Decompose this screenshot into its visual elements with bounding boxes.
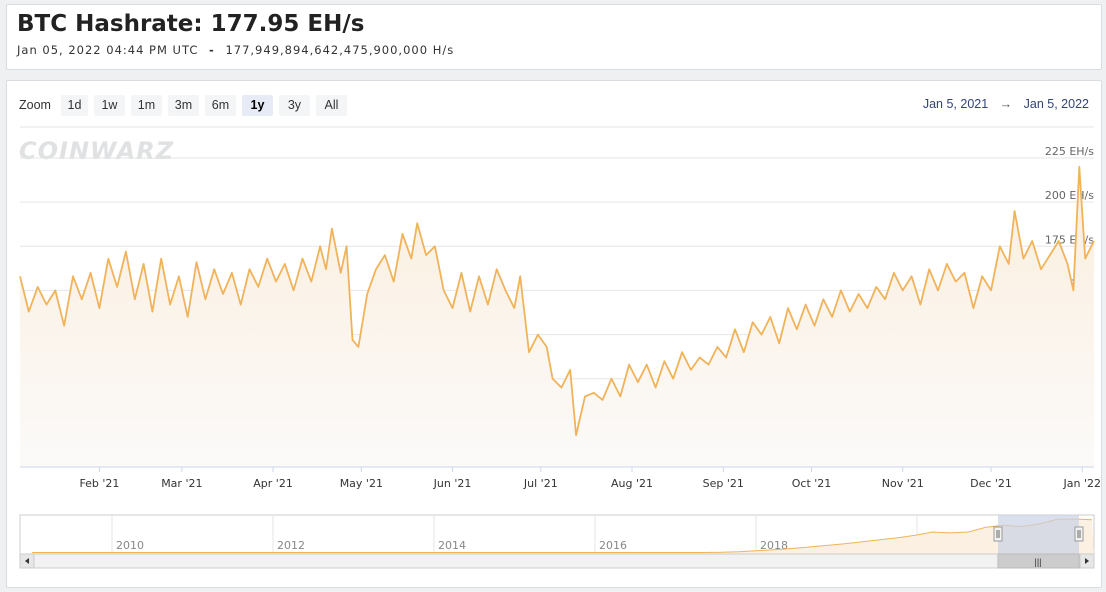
y-tick-label: 225 EH/s xyxy=(1045,145,1094,158)
x-tick-label: Sep '21 xyxy=(703,477,744,490)
chart-canvas: COINWARZ50 EH/s75 EH/s100 EH/s125 EH/s15… xyxy=(19,126,1101,569)
hashrate-area xyxy=(20,166,1094,468)
zoom-button-6m[interactable]: 6m xyxy=(204,94,236,116)
range-from-input[interactable]: Jan 5, 2021 xyxy=(922,97,989,111)
subtitle-separator: - xyxy=(209,43,215,57)
range-to-input[interactable]: Jan 5, 2022 xyxy=(1023,97,1089,111)
x-tick-label: May '21 xyxy=(340,477,383,490)
timestamp: Jan 05, 2022 04:44 PM UTC xyxy=(17,43,199,57)
y-tick-label: 175 EH/s xyxy=(1045,233,1094,246)
zoom-button-1w[interactable]: 1w xyxy=(93,94,125,116)
x-tick-label: Feb '21 xyxy=(79,477,119,490)
raw-hashrate: 177,949,894,642,475,900,000 H/s xyxy=(225,43,455,57)
date-range: Jan 5, 2021 → Jan 5, 2022 xyxy=(923,97,1089,111)
x-tick-label: Oct '21 xyxy=(792,477,832,490)
zoom-button-1y[interactable]: 1y xyxy=(241,94,273,116)
navigator-year-label: 2010 xyxy=(116,539,144,552)
zoom-button-all[interactable]: All xyxy=(315,94,347,116)
page-title: BTC Hashrate: 177.95 EH/s xyxy=(17,11,365,37)
navigator-handle-left[interactable] xyxy=(993,526,1003,542)
navigator-handle-right[interactable] xyxy=(1074,526,1084,542)
navigator-year-label: 2012 xyxy=(277,539,305,552)
zoom-label: Zoom xyxy=(19,98,51,112)
y-tick-label: 200 EH/s xyxy=(1045,189,1094,202)
zoom-bar: Zoom 1d 1w 1m 3m 6m 1y 3y All xyxy=(19,94,347,116)
arrow-right-icon xyxy=(1085,558,1089,564)
arrow-left-icon xyxy=(25,558,29,564)
zoom-button-1m[interactable]: 1m xyxy=(130,94,162,116)
x-tick-label: Jan '22 xyxy=(1062,477,1100,490)
scrollbar-track[interactable] xyxy=(19,553,1095,569)
x-tick-label: Nov '21 xyxy=(882,477,924,490)
zoom-button-1d[interactable]: 1d xyxy=(60,94,88,116)
zoom-button-3y[interactable]: 3y xyxy=(278,94,310,116)
navigator-area xyxy=(32,519,1094,554)
zoom-button-3m[interactable]: 3m xyxy=(167,94,199,116)
header-card: BTC Hashrate: 177.95 EH/s Jan 05, 2022 0… xyxy=(6,4,1102,70)
hashrate-line[interactable] xyxy=(19,165,1095,437)
x-tick-label: Dec '21 xyxy=(970,477,1012,490)
chart-card: COINWARZ50 EH/s75 EH/s100 EH/s125 EH/s15… xyxy=(6,80,1102,588)
coinwarz-watermark: COINWARZ xyxy=(19,137,174,165)
navigator-year-label: 2014 xyxy=(438,539,466,552)
x-tick-label: Jul '21 xyxy=(523,477,558,490)
scrollbar-grip-icon: ||| xyxy=(1034,557,1041,567)
navigator-selection[interactable] xyxy=(998,515,1079,554)
x-tick-label: Jun '21 xyxy=(433,477,472,490)
navigator-year-label: 2016 xyxy=(599,539,627,552)
x-tick-label: Mar '21 xyxy=(161,477,202,490)
page-subtitle: Jan 05, 2022 04:44 PM UTC - 177,949,894,… xyxy=(17,43,454,57)
scrollbar-thumb[interactable] xyxy=(997,553,1080,569)
navigator-line xyxy=(32,518,1093,553)
x-tick-label: Aug '21 xyxy=(611,477,653,490)
x-tick-label: Apr '21 xyxy=(253,477,293,490)
range-arrow: → xyxy=(999,97,1013,111)
